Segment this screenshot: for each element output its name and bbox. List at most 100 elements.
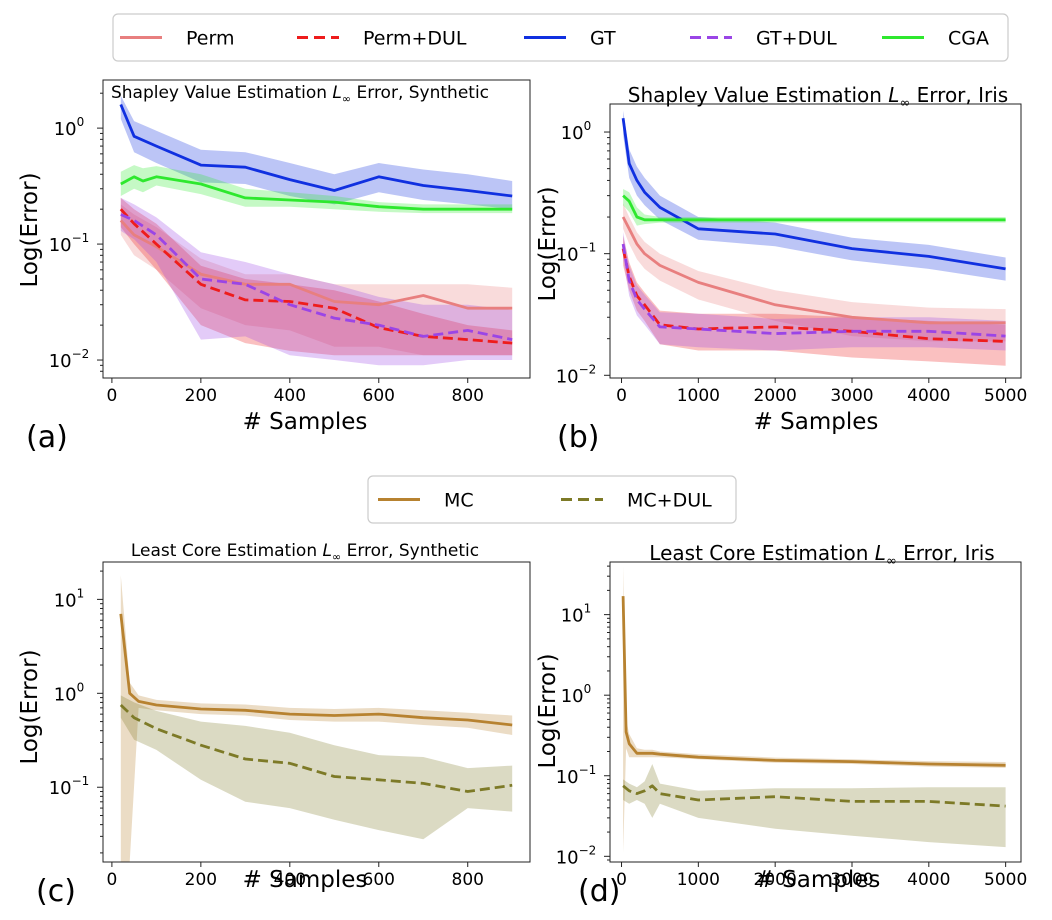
line-cga: [622, 194, 1006, 222]
panel-tag: (d): [578, 874, 620, 909]
band-gt-dul: [120, 197, 513, 366]
y-tick-label: 10−1: [556, 241, 597, 266]
x-tick-label: 0: [106, 386, 117, 406]
chart-title-norm: L: [875, 541, 886, 565]
y-tick-base: 10: [556, 767, 579, 788]
y-tick-base: 10: [49, 778, 72, 799]
band-perm: [623, 203, 1006, 342]
legend-label-gt: GT: [590, 28, 616, 50]
x-axis-label: # Samples: [243, 867, 368, 893]
line-mc-dul: [622, 784, 1006, 808]
line-gt-dul: [120, 213, 513, 341]
y-tick-base: 10: [49, 235, 72, 256]
y-tick-label: 100: [54, 680, 85, 705]
y-axis-label: Log(Error): [535, 653, 561, 768]
plot-area: [119, 575, 513, 862]
y-tick-label: 10−2: [49, 347, 90, 372]
x-axis-label: # Samples: [754, 409, 879, 435]
y-tick-label: 10−1: [556, 763, 597, 788]
plot-frame: [609, 103, 1022, 379]
chart-title-part: Shapley Value Estimation: [111, 83, 332, 103]
panel-tag: (c): [36, 874, 76, 909]
y-tick-base: 10: [561, 606, 584, 627]
x-tick-label: 200: [185, 870, 217, 890]
line-gt: [621, 118, 1006, 271]
chart-title-part: Error, Synthetic: [351, 83, 489, 103]
y-tick-exponent: 1: [77, 586, 85, 600]
band-gt: [623, 110, 1006, 281]
x-tick-label: 800: [452, 870, 484, 890]
y-tick-exponent: −2: [579, 843, 597, 857]
x-axis-label: # Samples: [756, 867, 881, 893]
chart-title: Shapley Value Estimation L∞ Error, Synth…: [111, 83, 489, 105]
y-tick-exponent: 1: [584, 602, 592, 616]
legend-label-mc: MC: [444, 490, 474, 512]
band-mc-dul: [120, 695, 513, 840]
x-tick-label: 4000: [907, 870, 950, 890]
legend-label-cga: CGA: [948, 28, 989, 50]
y-axis-label: Log(Error): [535, 186, 561, 301]
y-tick-base: 10: [54, 590, 77, 611]
y-tick-exponent: 0: [584, 119, 592, 133]
chart-title: Least Core Estimation L∞ Error, Syntheti…: [131, 541, 479, 563]
y-tick-exponent: −1: [579, 241, 597, 255]
chart-title-norm: L: [323, 541, 332, 561]
y-tick-label: 100: [561, 682, 592, 707]
plot-area: [119, 95, 513, 366]
legend-top: Perm Perm+DUL GT GT+DUL CGA: [112, 13, 1009, 62]
line-perm-dul: [119, 208, 513, 345]
x-tick-label: 5000: [984, 870, 1027, 890]
chart-title: Least Core Estimation L∞ Error, Iris: [649, 541, 994, 569]
chart-title-norm-sub: ∞: [899, 96, 910, 111]
plot-frame: [102, 561, 531, 863]
panel-d: 0 1000 2000 3000 4000 500010−210−1100101Least…: [535, 541, 1027, 909]
y-tick-exponent: −1: [579, 763, 597, 777]
x-tick-label: 3000: [830, 870, 873, 890]
y-tick-base: 10: [54, 684, 77, 705]
y-tick-base: 10: [54, 119, 77, 140]
y-tick-exponent: 0: [584, 682, 592, 696]
band-cga: [623, 189, 1006, 226]
y-tick-exponent: −2: [72, 347, 90, 361]
y-tick-base: 10: [561, 123, 584, 144]
line-perm: [621, 216, 1006, 325]
chart-title-part: Least Core Estimation: [131, 541, 323, 561]
y-tick-label: 101: [54, 586, 85, 611]
y-axis-label: Log(Error): [17, 649, 43, 764]
plot-frame: [102, 79, 531, 379]
y-tick-label: 100: [54, 115, 85, 140]
legend-label-perm: Perm: [186, 28, 234, 50]
line-gt: [119, 103, 513, 198]
chart-title-part: Shapley Value Estimation: [628, 83, 889, 107]
y-tick-exponent: −1: [72, 231, 90, 245]
y-tick-base: 10: [556, 366, 579, 387]
y-tick-label: 101: [561, 602, 592, 627]
legend-frame: [367, 475, 737, 524]
band-mc-dul: [623, 764, 1006, 848]
band-perm-dul: [623, 235, 1006, 366]
y-tick-label: 10−1: [49, 774, 90, 799]
chart-title-norm: L: [888, 83, 899, 107]
line-mc-dul: [119, 703, 513, 793]
x-tick-label: 400: [274, 870, 306, 890]
y-tick-exponent: 0: [77, 115, 85, 129]
y-tick-label: 10−2: [556, 843, 597, 868]
band-perm: [120, 204, 513, 356]
x-tick-label: 2000: [754, 386, 797, 406]
y-tick-label: 10−1: [49, 231, 90, 256]
y-tick-base: 10: [49, 351, 72, 372]
legend-label-perm-dul: Perm+DUL: [363, 28, 467, 50]
chart-title-part: Least Core Estimation: [649, 541, 874, 565]
x-tick-label: 600: [363, 870, 395, 890]
chart-title-norm-sub: ∞: [886, 554, 897, 569]
chart-title-norm-sub: ∞: [332, 550, 341, 563]
y-tick-base: 10: [556, 847, 579, 868]
y-axis-label: Log(Error): [17, 172, 43, 287]
chart-title-norm-sub: ∞: [342, 92, 351, 105]
line-mc: [621, 596, 1006, 767]
line-cga: [120, 175, 513, 211]
x-tick-label: 0: [616, 386, 627, 406]
